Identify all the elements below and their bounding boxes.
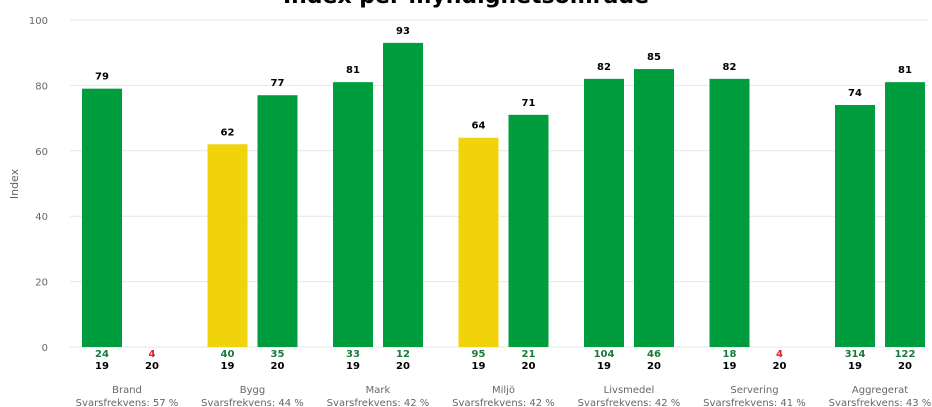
y-tick-label: 60 <box>35 147 48 158</box>
year-label: 19 <box>723 361 737 372</box>
category-label: Servering <box>730 385 778 396</box>
y-tick-label: 20 <box>35 278 48 289</box>
data-label: 81 <box>898 65 912 76</box>
response-rate-label: Svarsfrekvens: 41 % <box>703 398 806 407</box>
category-label: Bygg <box>240 385 265 396</box>
data-label: 77 <box>271 78 285 89</box>
y-tick-label: 100 <box>29 16 48 27</box>
data-label: 74 <box>848 88 862 99</box>
bars <box>82 42 925 348</box>
category-label: Brand <box>112 385 142 396</box>
chart-title: Index per myndighetsområde <box>283 0 649 9</box>
data-label: 71 <box>522 98 536 109</box>
count-label: 314 <box>845 349 866 360</box>
count-label: 40 <box>221 349 235 360</box>
count-label: 95 <box>472 349 486 360</box>
count-label: 21 <box>522 349 536 360</box>
bar-livsmedel-19 <box>584 78 624 348</box>
category-label: Miljö <box>492 385 515 396</box>
count-label: 33 <box>346 349 360 360</box>
category-label: Aggregerat <box>852 385 908 396</box>
year-label: 20 <box>522 361 536 372</box>
bar-bygg-20 <box>257 95 298 348</box>
count-label: 4 <box>776 349 783 360</box>
bar-aggregerat-19 <box>835 105 875 348</box>
year-label: 19 <box>95 361 109 372</box>
category-label: Mark <box>366 385 391 396</box>
count-label: 35 <box>271 349 285 360</box>
response-rate-label: Svarsfrekvens: 42 % <box>327 398 430 407</box>
bar-livsmedel-20 <box>634 69 674 348</box>
bar-mark-20 <box>383 42 423 347</box>
y-axis-label: Index <box>8 168 21 199</box>
response-rate-label: Svarsfrekvens: 44 % <box>201 398 304 407</box>
count-label: 46 <box>647 349 661 360</box>
count-label: 18 <box>723 349 737 360</box>
bar-aggregerat-20 <box>885 82 925 347</box>
response-rate-label: Svarsfrekvens: 57 % <box>76 398 179 407</box>
count-label: 104 <box>594 349 615 360</box>
year-label: 20 <box>898 361 912 372</box>
count-label: 4 <box>149 349 156 360</box>
year-label: 20 <box>396 361 410 372</box>
response-rate-label: Svarsfrekvens: 42 % <box>452 398 555 407</box>
y-tick-label: 0 <box>42 343 48 354</box>
data-label: 79 <box>95 72 109 83</box>
bar-servering-19 <box>709 78 750 348</box>
bar-miljö-20 <box>508 114 549 347</box>
data-label: 81 <box>346 65 360 76</box>
count-label: 122 <box>895 349 916 360</box>
year-label: 20 <box>145 361 159 372</box>
y-tick-labels: 0 20 40 60 80 100 <box>29 16 48 354</box>
count-label: 24 <box>95 349 109 360</box>
count-label: 12 <box>396 349 410 360</box>
year-label: 20 <box>647 361 661 372</box>
year-label: 19 <box>597 361 611 372</box>
grid-lines <box>70 19 928 348</box>
year-label: 19 <box>221 361 235 372</box>
response-rate-label: Svarsfrekvens: 42 % <box>578 398 681 407</box>
year-label: 19 <box>848 361 862 372</box>
data-label: 93 <box>396 26 410 37</box>
y-tick-label: 40 <box>35 212 48 223</box>
year-label: 19 <box>472 361 486 372</box>
data-label: 62 <box>221 127 235 138</box>
bar-mark-19 <box>333 82 373 347</box>
data-label: 82 <box>723 62 737 73</box>
bar-brand-19 <box>82 88 122 348</box>
year-label: 20 <box>271 361 285 372</box>
bar-miljö-19 <box>458 137 499 347</box>
bar-bygg-19 <box>207 144 248 347</box>
category-label: Livsmedel <box>604 385 655 396</box>
data-label: 85 <box>647 52 661 63</box>
year-label: 20 <box>773 361 787 372</box>
year-label: 19 <box>346 361 360 372</box>
data-label: 82 <box>597 62 611 73</box>
y-tick-label: 80 <box>35 81 48 92</box>
data-label: 64 <box>472 121 486 132</box>
response-rate-label: Svarsfrekvens: 43 % <box>829 398 932 407</box>
